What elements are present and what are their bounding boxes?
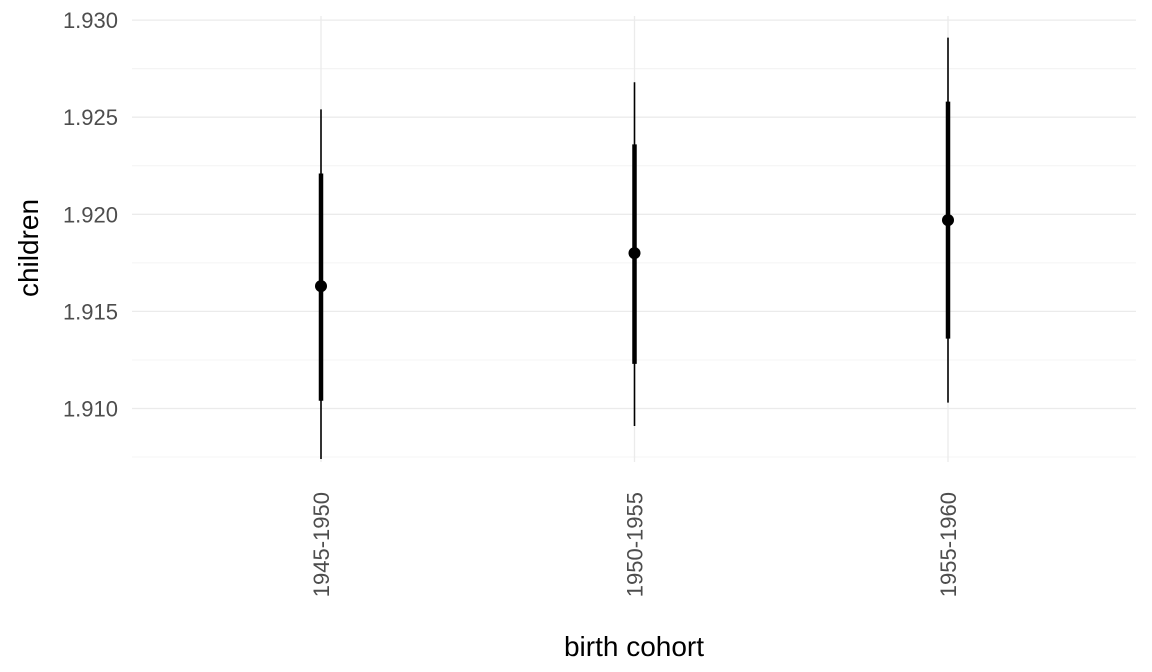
estimate-point xyxy=(628,247,641,260)
estimate-point xyxy=(315,280,327,293)
x-tick-label: 1945-1950 xyxy=(309,492,334,597)
y-tick-label: 1.915 xyxy=(63,299,118,324)
x-axis-ticks: 1945-1950 1950-1955 1955-1960 xyxy=(309,492,961,597)
x-tick-label: 1955-1960 xyxy=(936,492,961,597)
point-ranges xyxy=(315,37,954,459)
y-tick-label: 1.920 xyxy=(63,202,118,227)
x-axis-title: birth cohort xyxy=(564,631,704,662)
estimate-point xyxy=(942,214,954,227)
y-tick-label: 1.930 xyxy=(63,8,118,33)
y-tick-label: 1.910 xyxy=(63,397,118,422)
x-tick-label: 1950-1955 xyxy=(623,492,648,597)
y-axis-title: children xyxy=(13,199,44,297)
y-axis-ticks: 1.910 1.915 1.920 1.925 1.930 xyxy=(63,8,118,421)
y-tick-label: 1.925 xyxy=(63,105,118,130)
